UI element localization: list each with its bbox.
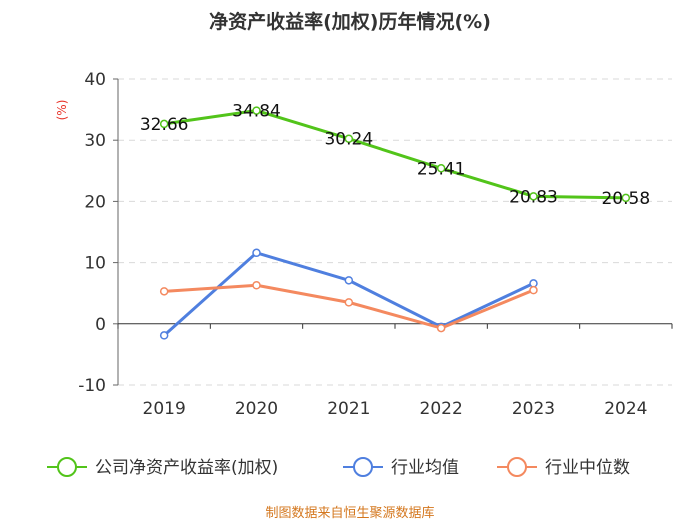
series-line (164, 283, 535, 330)
grid-lines (118, 78, 672, 386)
series-lines (159, 106, 631, 340)
y-tick-label: 10 (84, 254, 106, 274)
x-tick-label: 2022 (420, 399, 463, 419)
data-point (529, 285, 538, 295)
y-tick-label: 40 (84, 70, 106, 90)
data-point (252, 106, 261, 115)
legend-label: 行业均值 (391, 458, 459, 478)
legend: 公司净资产收益率(加权) 行业均值 行业中位数 (47, 457, 630, 478)
data-point (344, 298, 354, 307)
data-point (436, 164, 446, 173)
data-point (159, 287, 169, 296)
y-tick-label: 0 (95, 315, 106, 335)
data-point (252, 248, 261, 258)
x-tick-label: 2023 (512, 399, 555, 419)
y-tick-label: 20 (84, 192, 106, 212)
data-point (344, 276, 354, 285)
data-point (159, 119, 169, 129)
chart-title: 净资产收益率(加权)历年情况(%) (209, 10, 491, 33)
axes: 40 30 20 10 0 -10 2019 2020 2021 2022 2023 2024 (78, 70, 673, 419)
data-label: 20.83 (509, 187, 558, 207)
data-point (621, 193, 631, 203)
data-label: 32.66 (140, 115, 189, 135)
data-label: 30.24 (324, 130, 373, 150)
legend-marker (507, 457, 527, 477)
data-point (529, 192, 538, 201)
source-note: 制图数据来自恒生聚源数据库 (265, 505, 434, 521)
x-tick-label: 2019 (143, 399, 186, 419)
data-label: 34.84 (232, 102, 281, 122)
legend-marker (57, 457, 77, 477)
data-point (529, 279, 538, 288)
data-label: 20.58 (601, 189, 650, 209)
data-label: 25.41 (417, 159, 466, 179)
data-point (159, 331, 169, 340)
x-tick-label: 2020 (235, 399, 278, 419)
series-line (163, 251, 535, 337)
legend-label: 公司净资产收益率(加权) (95, 458, 278, 478)
data-point (252, 280, 261, 290)
legend-label: 行业中位数 (545, 458, 630, 478)
legend-marker (353, 457, 373, 477)
y-tick-label: 30 (84, 131, 106, 151)
x-tick-label: 2021 (327, 399, 370, 419)
data-point (344, 134, 354, 143)
data-point (436, 323, 446, 333)
y-axis-unit: (%) (55, 100, 69, 121)
data-labels: 32.66 34.84 30.24 25.41 20.83 20.58 (140, 102, 650, 209)
x-tick-label: 2024 (604, 399, 647, 419)
y-tick-label: -10 (78, 376, 106, 396)
series-line (163, 109, 626, 200)
